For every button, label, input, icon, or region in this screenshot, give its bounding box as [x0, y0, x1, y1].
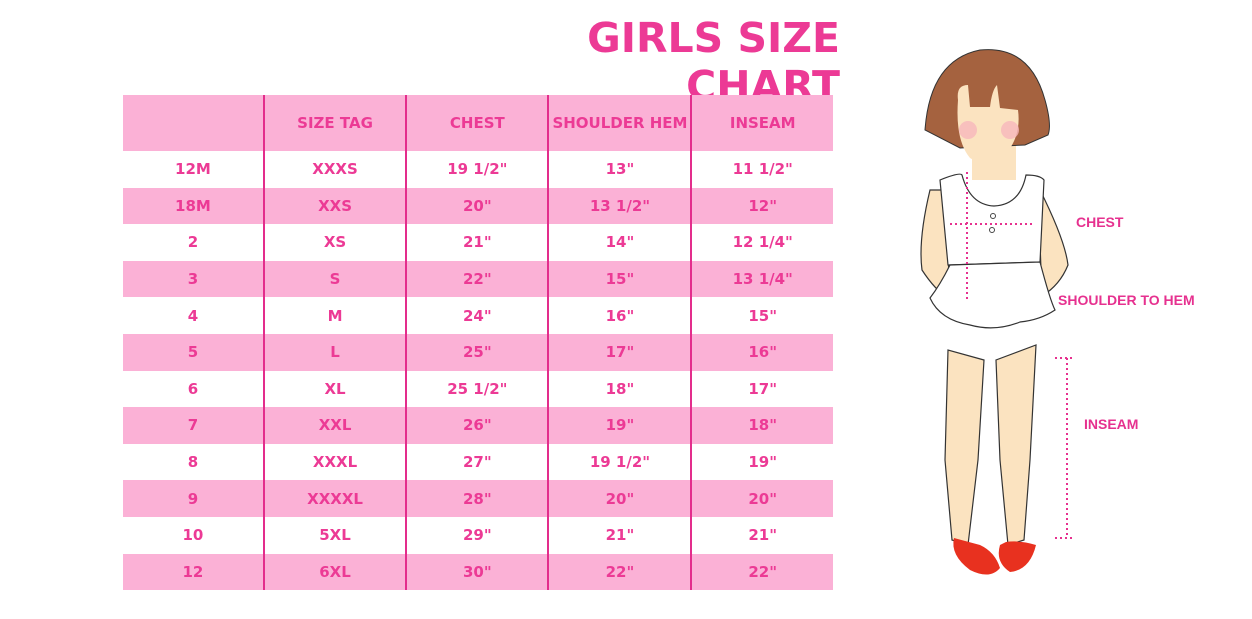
table-cell: 24" — [405, 297, 549, 334]
table-cell: 19 1/2" — [547, 443, 692, 481]
table-cell: XS — [262, 224, 407, 261]
table-cell: 7 — [123, 407, 264, 444]
table-cell: 18M — [123, 187, 264, 225]
table-row: 18M XXS 20" 13 1/2" 12" — [123, 187, 833, 225]
table-cell: XXXXL — [262, 480, 407, 517]
table-cell: XXS — [262, 187, 407, 225]
table-row: 8 XXXL 27" 19 1/2" 19" — [123, 443, 833, 481]
table-row: 3 S 22" 15" 13 1/4" — [123, 260, 833, 298]
table-cell: 19" — [547, 407, 692, 444]
table-cell: 11 1/2" — [690, 151, 833, 188]
table-cell: 4 — [187, 306, 199, 325]
table-cell: 25 1/2" — [405, 370, 549, 408]
table-cell: 19 1/2" — [405, 151, 549, 188]
shoulder-to-hem-label: SHOULDER TO HEM — [1058, 292, 1195, 308]
table-cell: 20" — [690, 480, 833, 517]
table-cell: 19" — [690, 443, 833, 481]
table-cell: 9 — [123, 480, 264, 517]
table-cell: 15" — [690, 297, 833, 334]
table-row: 7 XXL 26" 19" 18" — [123, 407, 833, 444]
table-cell: 20" — [405, 187, 549, 225]
table-cell: 17" — [547, 333, 692, 371]
table-cell: 30" — [405, 553, 549, 591]
table-cell: 21" — [547, 516, 692, 554]
chest-label: CHEST — [1076, 214, 1124, 230]
column-header: SIZE TAG — [262, 95, 407, 151]
table-cell: 26" — [405, 407, 549, 444]
table-cell: 14" — [547, 224, 692, 261]
table-cell: 15" — [547, 260, 692, 298]
table-cell: 27" — [405, 443, 549, 481]
skirt — [929, 261, 1056, 329]
page-title: GIRLS SIZE CHART — [587, 14, 840, 110]
table-row: 9 XXXXL 28" 20" 20" — [123, 480, 833, 517]
table-cell: 21" — [405, 224, 549, 261]
table-cell: 18" — [547, 370, 692, 408]
column-header — [123, 95, 264, 151]
table-cell: 25" — [405, 333, 549, 371]
table-cell: 2 — [187, 233, 199, 252]
table-cell: XXL — [262, 407, 407, 444]
table-row: 12M XXXS 19 1/2" 13" 11 1/2" — [123, 151, 833, 188]
table-cell: 29" — [405, 516, 549, 554]
table-cell: 12" — [690, 187, 833, 225]
table-row: 6 XL 25 1/2" 18" 17" — [123, 370, 833, 408]
table-cell: 22" — [405, 260, 549, 298]
table-cell: XXXL — [262, 443, 407, 481]
table-cell: 28" — [405, 480, 549, 517]
table-row: 10 5XL 29" 21" 21" — [123, 516, 833, 554]
table-cell: 22" — [547, 553, 692, 591]
table-cell: 13" — [547, 151, 692, 188]
left-shoe — [953, 538, 1000, 575]
table-row: 5 L 25" 17" 16" — [123, 333, 833, 371]
table-cell: 6 — [187, 379, 199, 398]
table-cell: 13 1/2" — [547, 187, 692, 225]
table-cell: M — [262, 297, 407, 334]
column-header: SHOULDER HEM — [547, 95, 692, 151]
table-cell: 12 1/4" — [690, 224, 833, 261]
face — [957, 85, 1019, 164]
table-cell: 13 1/4" — [690, 260, 833, 298]
table-cell: 10 — [182, 526, 204, 545]
table-row: 2 XS 21" 14" 12 1/4" — [123, 224, 833, 261]
table-cell: 6XL — [262, 553, 407, 591]
size-table: SIZE TAG CHEST SHOULDER HEM INSEAM 12M XXXS 1… — [123, 95, 833, 591]
table-cell: 18" — [690, 407, 833, 444]
table-cell: 8 — [187, 453, 199, 472]
left-leg — [944, 349, 985, 546]
table-cell: L — [262, 333, 407, 371]
right-shoe — [998, 541, 1036, 572]
column-header: CHEST — [405, 95, 549, 151]
top-shirt — [939, 173, 1045, 266]
table-cell: 5XL — [262, 516, 407, 554]
table-row: 12 6XL 30" 22" 22" — [123, 553, 833, 591]
table-cell: 16" — [690, 333, 833, 371]
header-row: SIZE TAG CHEST SHOULDER HEM INSEAM — [123, 95, 833, 151]
table-cell: S — [262, 260, 407, 298]
inseam-label: INSEAM — [1084, 416, 1139, 432]
table-cell: 16" — [547, 297, 692, 334]
table-cell: 20" — [547, 480, 692, 517]
table-row: 4 M 24" 16" 15" — [123, 297, 833, 334]
girl-illustration — [920, 49, 1072, 575]
table-cell: 12M — [175, 160, 211, 179]
table-cell: 12 — [123, 553, 264, 591]
right-leg — [995, 344, 1037, 546]
table-cell: 21" — [690, 516, 833, 554]
column-header: INSEAM — [690, 95, 833, 151]
table-cell: 17" — [690, 370, 833, 408]
table-cell: 5 — [123, 333, 264, 371]
table-cell: 22" — [690, 553, 833, 591]
table-cell: XL — [262, 370, 407, 408]
table-cell: XXXS — [262, 151, 407, 188]
table-cell: 3 — [123, 260, 264, 298]
